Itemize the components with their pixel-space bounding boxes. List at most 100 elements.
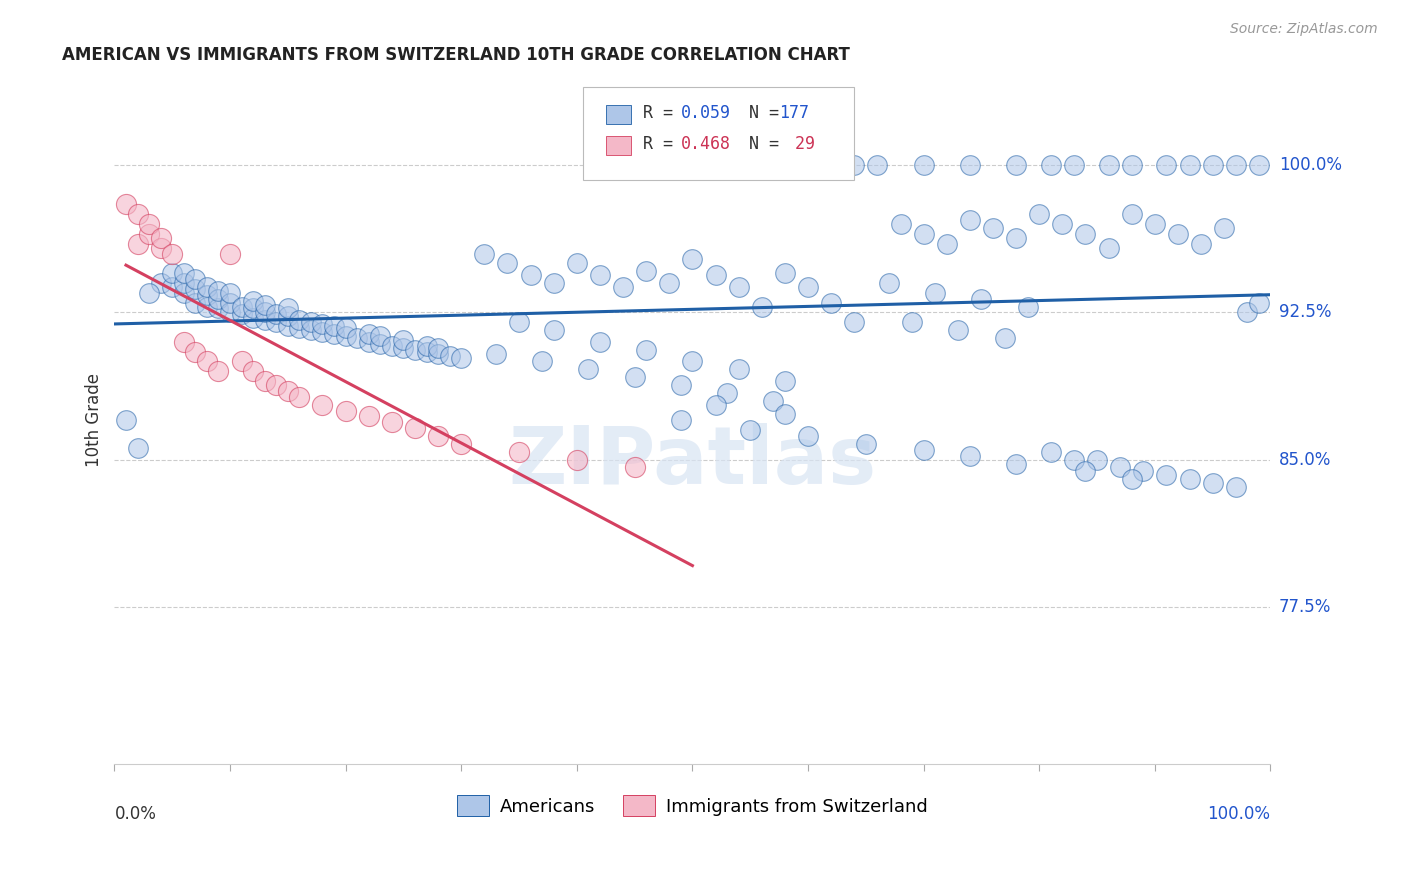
Point xyxy=(450,351,472,365)
Point xyxy=(1109,460,1132,475)
Point xyxy=(427,341,450,355)
Point xyxy=(1225,158,1247,172)
Point xyxy=(589,334,612,349)
Point xyxy=(1063,452,1085,467)
Point xyxy=(242,311,264,326)
Point xyxy=(727,280,749,294)
Point xyxy=(368,336,391,351)
Point xyxy=(472,246,495,260)
Point xyxy=(288,390,311,404)
Point xyxy=(1247,158,1270,172)
Point xyxy=(589,268,612,282)
Point xyxy=(138,285,160,300)
Point xyxy=(160,280,183,294)
Point xyxy=(207,292,229,306)
Point xyxy=(704,398,727,412)
Text: 177: 177 xyxy=(779,104,808,122)
FancyBboxPatch shape xyxy=(606,136,631,155)
Point xyxy=(797,429,820,443)
Point xyxy=(219,295,242,310)
Text: N =: N = xyxy=(730,136,789,153)
Point xyxy=(368,329,391,343)
Point xyxy=(253,374,276,388)
Legend: Americans, Immigrants from Switzerland: Americans, Immigrants from Switzerland xyxy=(450,789,935,823)
Point xyxy=(773,266,796,280)
Point xyxy=(184,282,207,296)
Point xyxy=(1189,236,1212,251)
Point xyxy=(959,158,981,172)
Text: 0.0%: 0.0% xyxy=(114,805,156,823)
Point xyxy=(335,329,357,343)
Point xyxy=(519,268,541,282)
Point xyxy=(669,413,692,427)
Point xyxy=(1028,207,1050,221)
Point xyxy=(773,374,796,388)
Text: Source: ZipAtlas.com: Source: ZipAtlas.com xyxy=(1230,22,1378,37)
Point xyxy=(1039,444,1062,458)
Point xyxy=(357,409,380,424)
Point xyxy=(335,321,357,335)
Point xyxy=(1005,457,1028,471)
Point xyxy=(970,292,993,306)
FancyBboxPatch shape xyxy=(582,87,855,180)
Point xyxy=(264,378,287,392)
Point xyxy=(496,256,519,270)
Point xyxy=(773,408,796,422)
Point xyxy=(427,346,450,360)
Point xyxy=(1074,464,1097,478)
Point xyxy=(704,268,727,282)
Text: AMERICAN VS IMMIGRANTS FROM SWITZERLAND 10TH GRADE CORRELATION CHART: AMERICAN VS IMMIGRANTS FROM SWITZERLAND … xyxy=(62,46,851,64)
Point xyxy=(253,305,276,319)
Point xyxy=(1178,472,1201,486)
Point xyxy=(1063,158,1085,172)
Point xyxy=(1052,217,1074,231)
Point xyxy=(993,331,1015,345)
Point xyxy=(681,354,703,368)
Point xyxy=(658,276,681,290)
Point xyxy=(623,370,645,384)
Text: R =: R = xyxy=(643,136,683,153)
Point xyxy=(1156,468,1178,483)
Point xyxy=(740,423,762,437)
Point xyxy=(195,280,218,294)
Point xyxy=(173,285,195,300)
Point xyxy=(277,310,299,324)
Point xyxy=(636,264,658,278)
Point xyxy=(253,297,276,311)
Point xyxy=(1225,480,1247,494)
Point xyxy=(184,344,207,359)
FancyBboxPatch shape xyxy=(606,104,631,124)
Point xyxy=(576,362,599,376)
Point xyxy=(543,323,565,337)
Point xyxy=(1074,227,1097,241)
Point xyxy=(1097,158,1119,172)
Point xyxy=(149,231,172,245)
Point xyxy=(1213,221,1236,235)
Point xyxy=(1201,158,1223,172)
Point xyxy=(797,280,820,294)
Point xyxy=(311,398,333,412)
Text: 0.059: 0.059 xyxy=(681,104,731,122)
Text: ZIPatlas: ZIPatlas xyxy=(509,423,876,500)
Point xyxy=(948,323,970,337)
Text: 77.5%: 77.5% xyxy=(1279,598,1331,615)
Point xyxy=(264,307,287,321)
Point xyxy=(844,158,866,172)
Point xyxy=(565,256,588,270)
Point xyxy=(889,217,911,231)
Point xyxy=(531,354,554,368)
Point xyxy=(195,300,218,314)
Point xyxy=(981,221,1004,235)
Point xyxy=(912,442,935,457)
Point xyxy=(1039,158,1062,172)
Point xyxy=(195,287,218,301)
Point xyxy=(508,315,530,329)
Point xyxy=(381,339,404,353)
Point xyxy=(415,344,437,359)
Point xyxy=(912,158,935,172)
Point xyxy=(924,285,946,300)
Point xyxy=(253,313,276,327)
Point xyxy=(1005,231,1028,245)
Point xyxy=(1121,472,1143,486)
Point xyxy=(207,284,229,298)
